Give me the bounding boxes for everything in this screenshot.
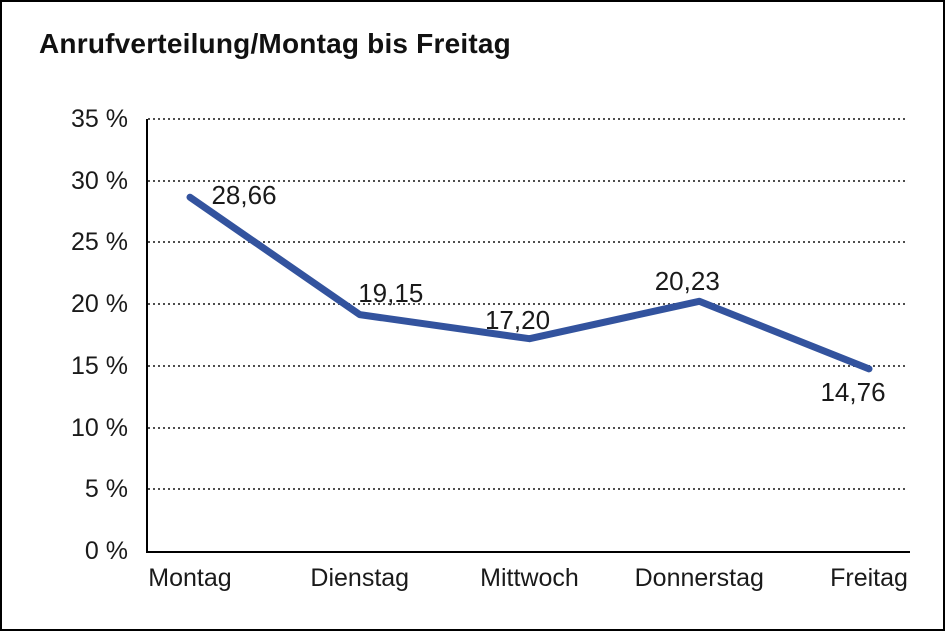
y-tick-label: 20 % xyxy=(71,290,128,319)
x-category-label: Mittwoch xyxy=(480,564,579,592)
x-category-label: Freitag xyxy=(830,564,908,592)
gridline xyxy=(148,241,908,244)
gridline xyxy=(148,488,908,491)
y-tick-label: 10 % xyxy=(71,413,128,442)
y-tick-label: 0 % xyxy=(84,537,128,565)
plot-area xyxy=(146,119,910,553)
data-point-label: 28,66 xyxy=(211,180,277,211)
data-point-label: 17,20 xyxy=(484,304,551,335)
gridline xyxy=(148,179,908,182)
y-tick-label: 30 % xyxy=(71,166,128,195)
y-tick-label: 15 % xyxy=(71,351,128,380)
x-category-label: Montag xyxy=(148,564,232,592)
data-point-label: 19,15 xyxy=(358,277,424,308)
y-tick-label: 5 % xyxy=(84,475,128,504)
data-point-label: 20,23 xyxy=(654,266,720,297)
gridline xyxy=(148,364,908,367)
x-category-label: Donnerstag xyxy=(634,564,764,592)
y-tick-label: 35 % xyxy=(71,105,128,133)
chart-title: Anrufverteilung/Montag bis Freitag xyxy=(39,28,511,59)
data-point-label: 14,76 xyxy=(820,376,886,407)
gridline xyxy=(148,118,908,120)
x-category-label: Dienstag xyxy=(310,564,410,592)
gridline xyxy=(148,426,908,429)
y-tick-label: 25 % xyxy=(71,228,128,257)
